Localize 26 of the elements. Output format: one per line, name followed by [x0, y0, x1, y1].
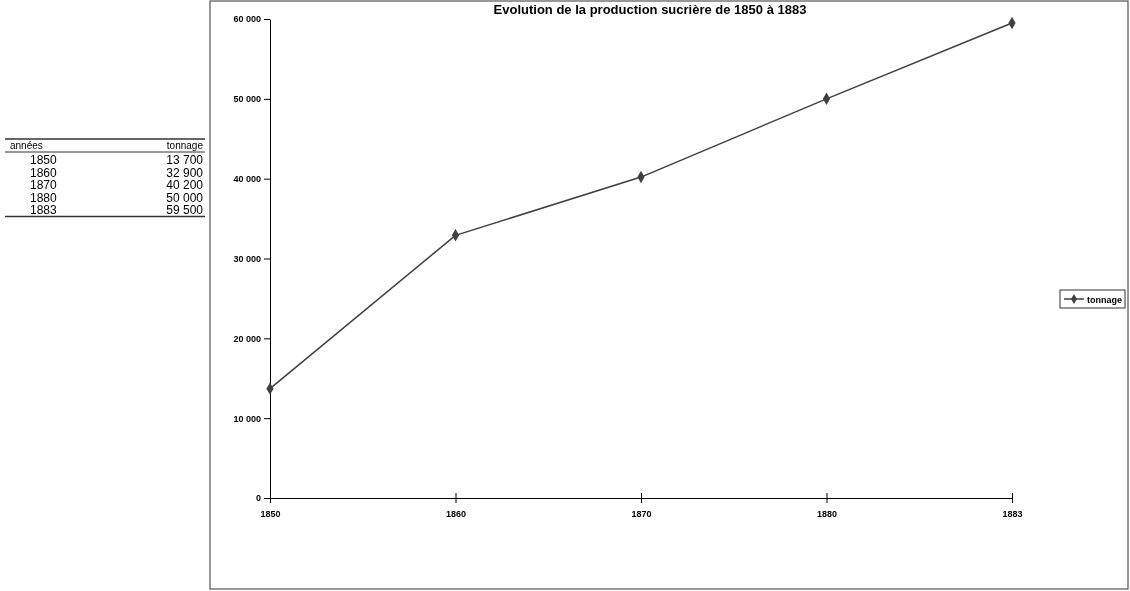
y-tick-label: 10 000	[233, 413, 261, 424]
category-label: 1880	[30, 190, 57, 205]
text: 32 900	[166, 165, 204, 180]
x-tick-label: 1883	[1002, 508, 1023, 519]
y-tick-label: 40 000	[233, 174, 261, 185]
y-tick-label: 60 000	[233, 14, 261, 25]
category-label: 1883	[30, 203, 57, 217]
category-label: 1870	[30, 178, 57, 192]
legend-label: tonnage	[1087, 294, 1122, 305]
text: 40 200	[166, 178, 204, 192]
y-tick-label: 0	[255, 493, 261, 504]
x-tick-label: 1850	[260, 508, 281, 519]
x-tick-label: 1860	[445, 508, 467, 519]
y-tick-label: 30 000	[233, 253, 261, 264]
x-tick-label: 1870	[631, 508, 652, 519]
text: tonnage	[166, 140, 203, 151]
text: années	[10, 140, 43, 151]
chart-title: Evolution de la production sucrière de 1850 à 1883	[493, 2, 807, 17]
category-label: 1850	[30, 153, 57, 167]
category-label: 1860	[30, 165, 57, 180]
text: 13 700	[166, 153, 204, 167]
text: 50 000	[166, 190, 204, 205]
y-tick-label: 50 000	[233, 94, 261, 105]
x-tick-label: 1880	[816, 508, 838, 519]
y-tick-label: 20 000	[233, 333, 261, 344]
text: 59 500	[166, 203, 204, 217]
